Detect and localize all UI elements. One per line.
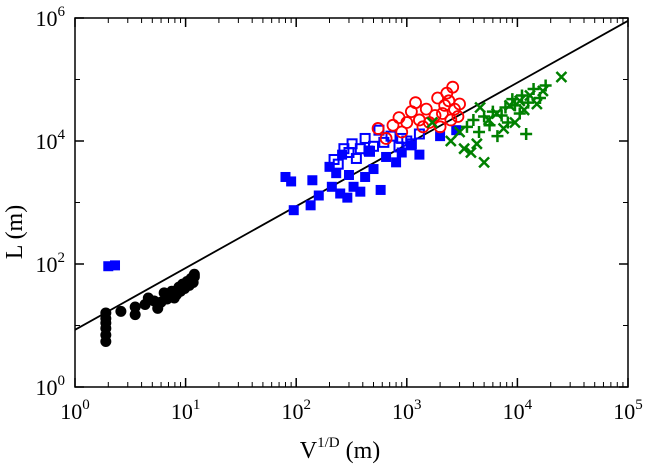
data-point-cross [453,126,466,138]
data-point-filled-circle [129,301,141,313]
data-point-plus [501,116,514,129]
data-point-plus [522,96,535,109]
data-point-open-square [405,138,417,150]
data-point-plus [539,79,552,92]
data-point-filled-square [368,164,379,175]
y-tick-label: 100 [36,373,66,400]
data-point-filled-square [307,175,318,186]
data-point-cross [470,137,483,150]
data-points [100,71,568,347]
data-point-plus [527,83,540,96]
data-point-open-circle [444,113,458,127]
data-point-filled-square [335,188,346,199]
data-point-plus [478,110,491,123]
data-point-filled-square [414,149,425,160]
y-tick-label: 106 [36,4,66,31]
data-point-plus [515,89,528,102]
data-point-filled-square [435,131,446,142]
data-point-filled-square [348,181,359,192]
data-point-filled-square [313,190,324,201]
data-point-plus [506,93,519,106]
data-point-filled-square [326,181,337,192]
data-point-filled-square [396,147,407,158]
data-point-filled-square [375,184,386,195]
data-point-open-square [413,128,425,140]
data-point-open-circle [436,107,449,120]
data-point-filled-square [337,149,348,160]
data-point-filled-square [110,260,121,271]
data-point-plus [460,120,473,133]
data-point-open-circle [371,122,385,135]
y-tick-label: 104 [36,127,66,154]
data-point-filled-circle [188,268,200,280]
data-point-plus [495,109,508,122]
data-point-open-circle [379,132,393,145]
y-tick-label: 102 [36,250,66,277]
data-point-filled-square [355,186,366,197]
x-tick-label: 103 [392,397,422,424]
x-tick-label: 104 [503,397,533,424]
data-point-filled-square [331,168,342,179]
data-point-open-square [332,158,344,170]
data-point-filled-circle [129,309,141,321]
data-point-filled-square [342,192,353,203]
data-point-plus [499,101,512,114]
data-point-open-circle [400,116,414,129]
data-point-cross [478,156,490,169]
data-point-filled-square [286,176,297,187]
data-point-plus [491,130,504,143]
data-point-plus [508,99,521,112]
data-point-plus [513,107,526,120]
data-point-plus [483,119,496,132]
data-point-plus [473,126,486,139]
data-point-filled-square [280,171,291,182]
data-point-plus [520,127,533,140]
data-point-cross [509,116,521,129]
x-axis-title: V1/D (m) [300,435,381,464]
data-point-cross [458,142,471,155]
data-point-open-square [368,140,380,152]
data-point-filled-square [305,200,316,211]
data-point-cross [465,146,477,159]
data-point-filled-square [360,171,371,182]
axis-tick-labels: 100 101 102 103 104 105 100 102 104 106 [36,4,643,424]
data-point-cross [444,135,457,147]
data-point-open-circle [409,96,422,110]
axis-ticks [74,17,629,388]
data-point-filled-square [391,157,402,168]
data-point-plus [467,113,480,126]
data-point-plus [533,92,546,105]
y-axis-title: L (m) [2,205,28,259]
x-tick-label: 102 [281,397,311,424]
x-tick-label: 105 [613,397,643,424]
data-point-open-circle [433,120,447,134]
x-tick-label: 101 [171,397,201,424]
data-point-open-square [359,132,371,144]
x-tick-label: 100 [60,397,90,424]
data-point-plus [486,105,499,118]
data-point-open-circle [446,80,460,94]
data-point-filled-circle [115,305,127,317]
data-point-filled-square [381,151,392,162]
data-point-open-square [378,136,390,148]
data-point-filled-square [288,205,299,216]
data-point-open-circle [451,110,465,123]
data-point-cross [426,116,439,129]
data-point-filled-circle [100,307,112,319]
data-point-cross [555,71,568,83]
data-point-open-circle [395,125,409,139]
data-point-open-circle [419,102,433,116]
data-point-filled-square [343,169,354,180]
data-point-filled-square [103,261,114,272]
data-point-filled-square [324,161,335,172]
data-point-open-circle [453,97,466,111]
